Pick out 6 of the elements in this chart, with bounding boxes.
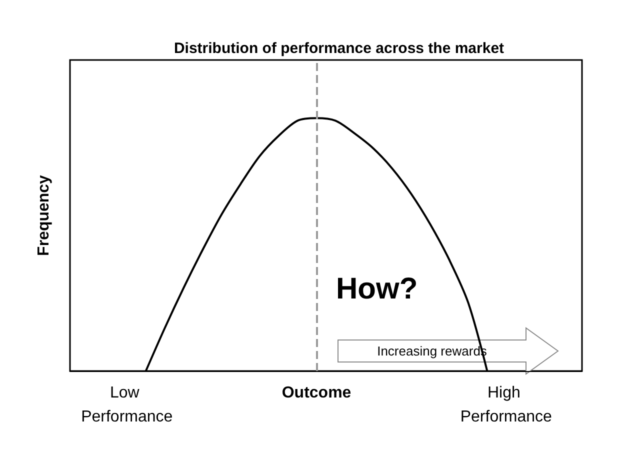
annotation: How?	[336, 272, 418, 306]
y-axis-title: Frequency	[36, 174, 52, 256]
x-tick-label: Low Performance	[81, 384, 173, 426]
chart-title: Distribution of performance across the market	[174, 40, 504, 57]
x-tick-label: Outcome	[282, 384, 352, 402]
x-tick-label: High Performance	[460, 384, 552, 426]
